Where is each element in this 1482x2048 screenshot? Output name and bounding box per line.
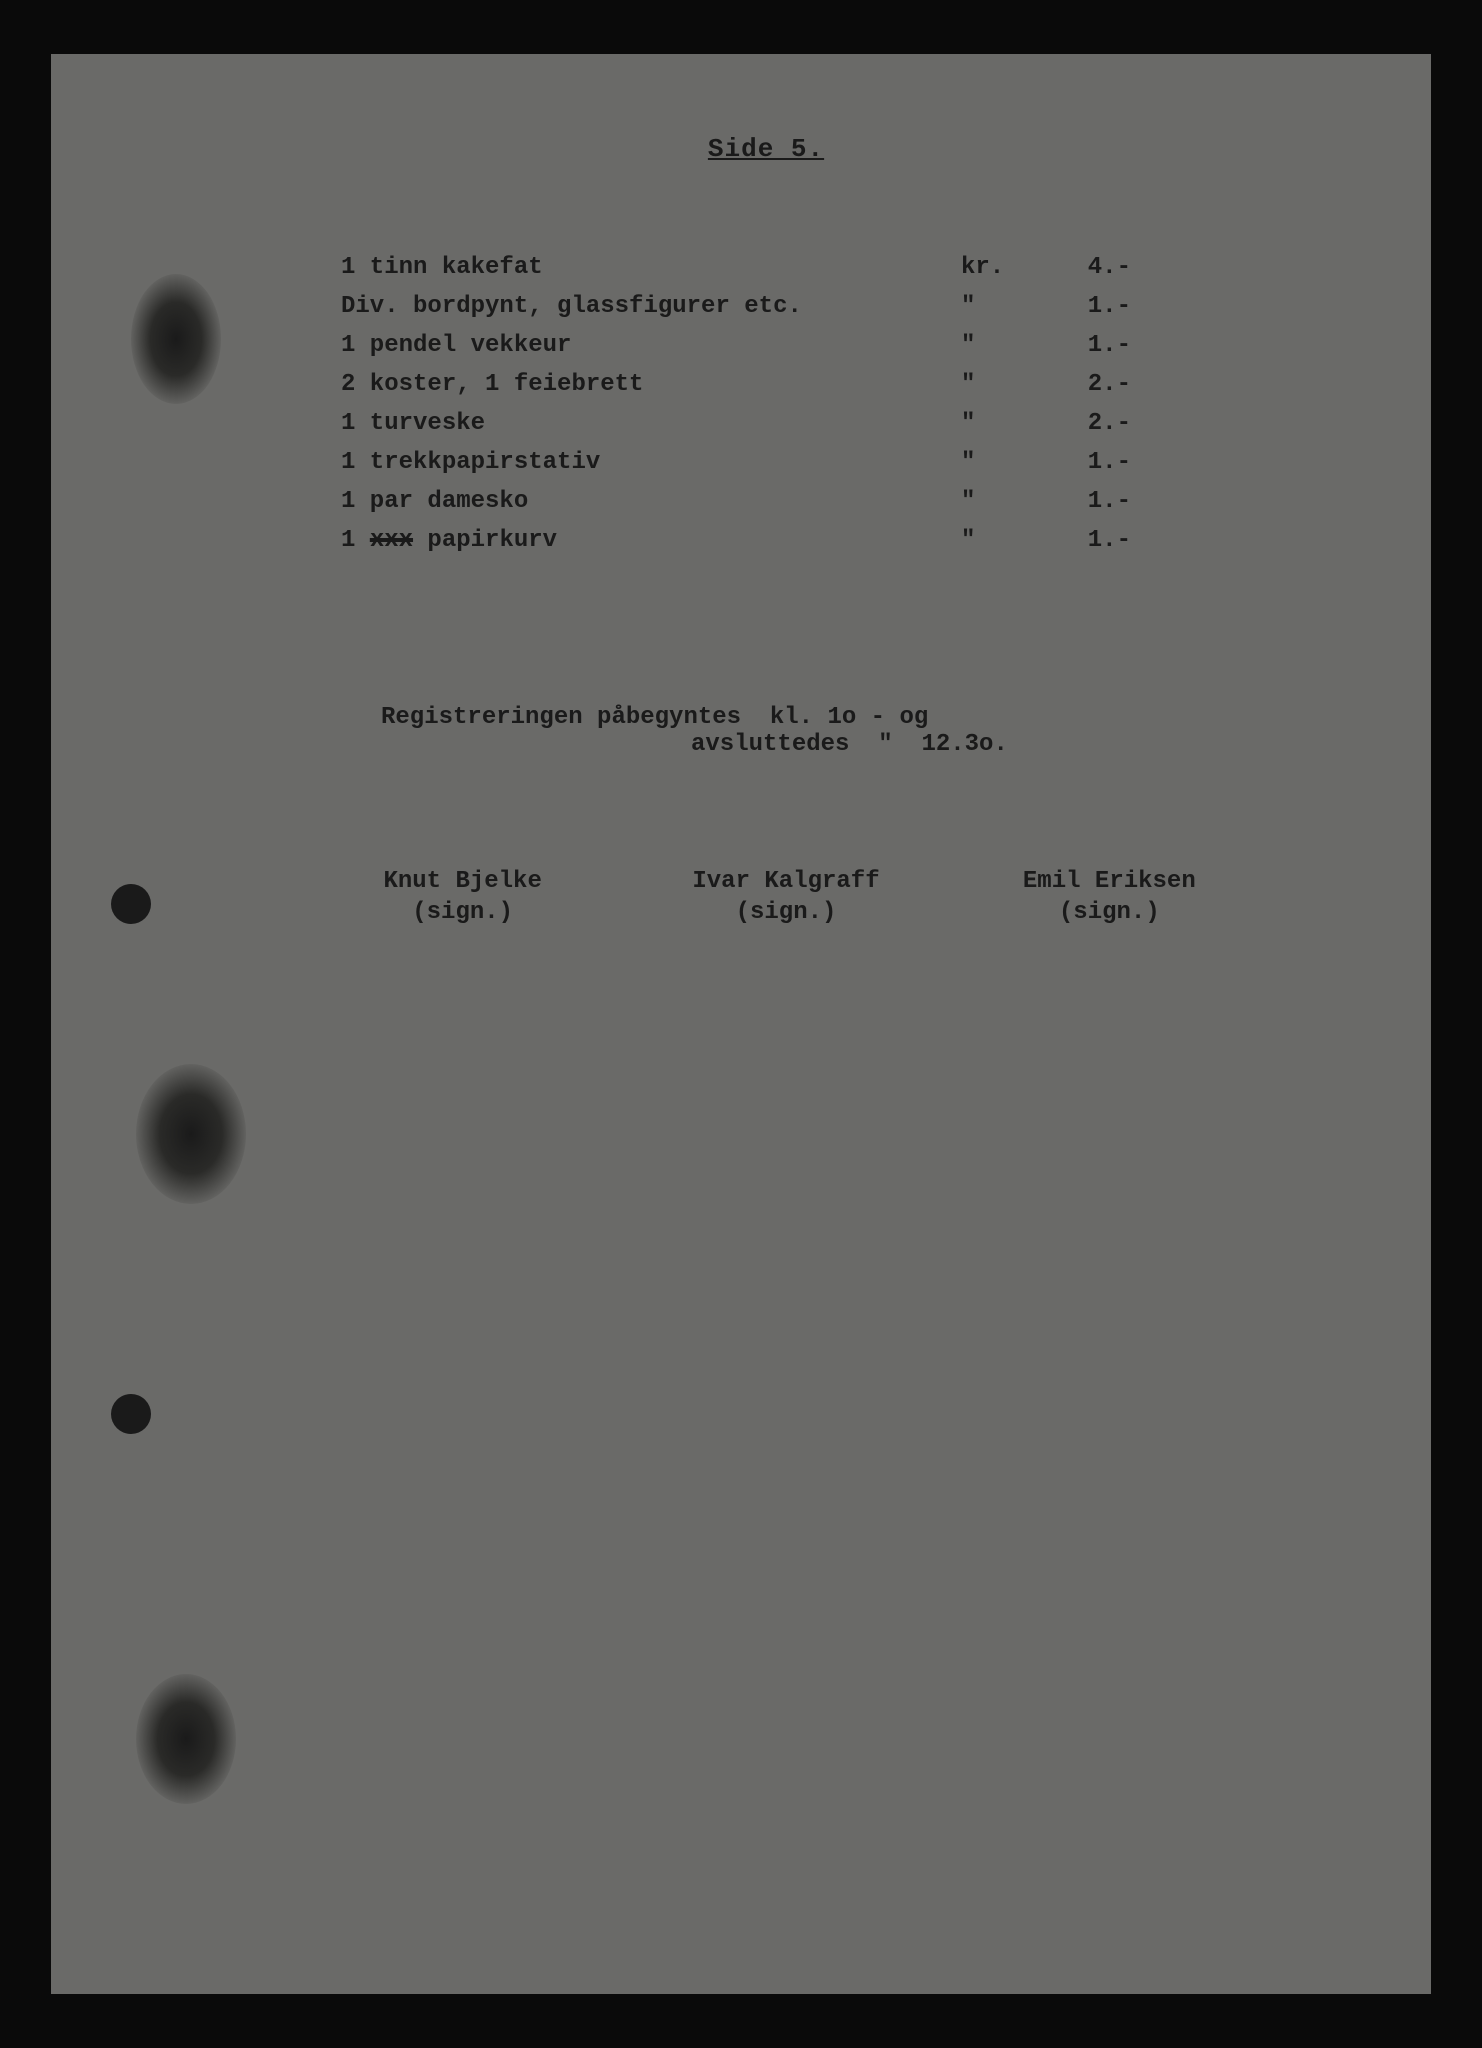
item-unit: " (961, 527, 1051, 554)
ink-blot (131, 274, 221, 404)
signature-mark: (sign.) (948, 899, 1271, 926)
registration-line: avsluttedes " 12.3o. (381, 731, 1331, 758)
item-row: 1 par damesko " 1.- (201, 488, 1331, 515)
item-price: 2.- (1051, 410, 1131, 437)
signature: Knut Bjelke (sign.) (301, 868, 624, 926)
signature-block: Knut Bjelke (sign.) Ivar Kalgraff (sign.… (201, 868, 1331, 926)
signature-mark: (sign.) (624, 899, 947, 926)
signature: Ivar Kalgraff (sign.) (624, 868, 947, 926)
item-unit: " (961, 488, 1051, 515)
document-page: Side 5. 1 tinn kakefat kr. 4.- Div. bord… (51, 54, 1431, 1994)
item-price: 2.- (1051, 371, 1131, 398)
item-row: 1 xxx papirkurv " 1.- (201, 527, 1331, 554)
item-row: 1 pendel vekkeur " 1.- (201, 332, 1331, 359)
item-unit: " (961, 293, 1051, 320)
page-title: Side 5. (201, 134, 1331, 164)
struck-text: xxx (370, 527, 413, 554)
signature-mark: (sign.) (301, 899, 624, 926)
item-unit: kr. (961, 254, 1051, 281)
item-desc: 1 pendel vekkeur (341, 332, 961, 359)
item-desc: 1 xxx papirkurv (341, 527, 961, 554)
ink-blot (136, 1674, 236, 1804)
item-unit: " (961, 449, 1051, 476)
item-desc: Div. bordpynt, glassfigurer etc. (341, 293, 961, 320)
punch-hole (111, 884, 151, 924)
item-desc: 1 par damesko (341, 488, 961, 515)
item-price: 4.- (1051, 254, 1131, 281)
item-unit: " (961, 371, 1051, 398)
signature-name: Emil Eriksen (948, 868, 1271, 895)
item-row: 1 trekkpapirstativ " 1.- (201, 449, 1331, 476)
item-row: Div. bordpynt, glassfigurer etc. " 1.- (201, 293, 1331, 320)
item-desc: 1 tinn kakefat (341, 254, 961, 281)
registration-line: Registreringen påbegyntes kl. 1o - og (381, 704, 1331, 731)
signature-name: Ivar Kalgraff (624, 868, 947, 895)
item-price: 1.- (1051, 527, 1131, 554)
item-desc: 1 turveske (341, 410, 961, 437)
item-unit: " (961, 410, 1051, 437)
signature: Emil Eriksen (sign.) (948, 868, 1271, 926)
item-row: 1 turveske " 2.- (201, 410, 1331, 437)
item-price: 1.- (1051, 332, 1131, 359)
item-desc: 2 koster, 1 feiebrett (341, 371, 961, 398)
item-price: 1.- (1051, 449, 1131, 476)
item-price: 1.- (1051, 488, 1131, 515)
item-unit: " (961, 332, 1051, 359)
registration-block: Registreringen påbegyntes kl. 1o - og av… (201, 704, 1331, 758)
item-price: 1.- (1051, 293, 1131, 320)
punch-hole (111, 1394, 151, 1434)
item-row: 2 koster, 1 feiebrett " 2.- (201, 371, 1331, 398)
item-list: 1 tinn kakefat kr. 4.- Div. bordpynt, gl… (201, 254, 1331, 554)
item-row: 1 tinn kakefat kr. 4.- (201, 254, 1331, 281)
item-desc: 1 trekkpapirstativ (341, 449, 961, 476)
ink-blot (136, 1064, 246, 1204)
signature-name: Knut Bjelke (301, 868, 624, 895)
